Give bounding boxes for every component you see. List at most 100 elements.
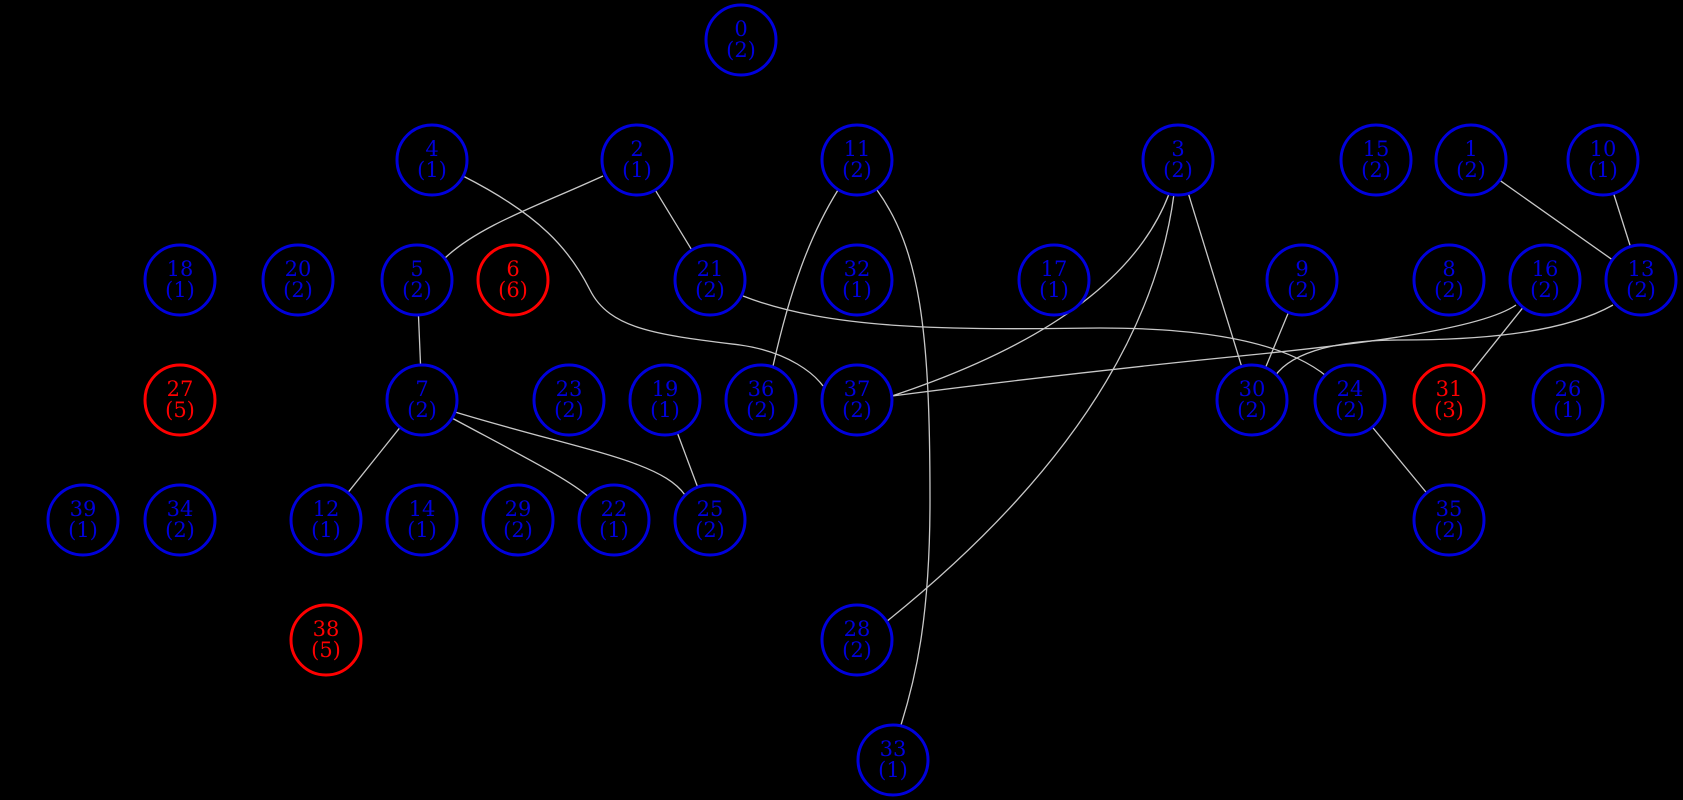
node-29-id: 29	[505, 497, 532, 521]
node-14[interactable]: 14(1)	[385, 483, 459, 557]
node-25-id: 25	[697, 497, 724, 521]
node-4-id: 4	[425, 137, 438, 161]
node-10-circle	[1566, 123, 1640, 197]
node-3-id: 3	[1171, 137, 1184, 161]
node-6[interactable]: 6(6)	[476, 243, 550, 317]
node-29-count: (2)	[503, 518, 533, 542]
node-33-id: 33	[880, 737, 907, 761]
node-23-count: (2)	[554, 398, 584, 422]
node-20[interactable]: 20(2)	[261, 243, 335, 317]
node-33-circle	[856, 723, 930, 797]
node-34-id: 34	[167, 497, 194, 521]
edge-3-28	[885, 193, 1175, 623]
node-2[interactable]: 2(1)	[600, 123, 674, 197]
node-2-count: (1)	[622, 158, 652, 182]
node-18-count: (1)	[165, 278, 195, 302]
node-38[interactable]: 38(5)	[289, 603, 363, 677]
node-13[interactable]: 13(2)	[1604, 243, 1678, 317]
node-34[interactable]: 34(2)	[143, 483, 217, 557]
node-7[interactable]: 7(2)	[385, 363, 459, 437]
node-32-count: (1)	[842, 278, 872, 302]
node-39[interactable]: 39(1)	[46, 483, 120, 557]
node-22[interactable]: 22(1)	[577, 483, 651, 557]
node-22-count: (1)	[599, 518, 629, 542]
node-23[interactable]: 23(2)	[532, 363, 606, 437]
edge-2-5	[444, 175, 604, 259]
node-24[interactable]: 24(2)	[1313, 363, 1387, 437]
node-36-id: 36	[748, 377, 775, 401]
node-33[interactable]: 33(1)	[856, 723, 930, 797]
edge-21-24	[742, 295, 1334, 383]
node-37-circle	[820, 363, 894, 437]
edge-7-25	[454, 411, 686, 496]
edge-19-25	[676, 432, 699, 488]
node-12[interactable]: 12(1)	[289, 483, 363, 557]
node-25[interactable]: 25(2)	[673, 483, 747, 557]
node-30[interactable]: 30(2)	[1215, 363, 1289, 437]
node-19-circle	[628, 363, 702, 437]
edge-13-30	[1271, 304, 1614, 382]
node-15-id: 15	[1363, 137, 1390, 161]
node-11[interactable]: 11(2)	[820, 123, 894, 197]
node-14-count: (1)	[407, 518, 437, 542]
node-28[interactable]: 28(2)	[820, 603, 894, 677]
node-9[interactable]: 9(2)	[1265, 243, 1339, 317]
edge-7-22	[449, 416, 591, 499]
node-39-count: (1)	[68, 518, 98, 542]
node-28-circle	[820, 603, 894, 677]
node-15[interactable]: 15(2)	[1339, 123, 1413, 197]
node-25-circle	[673, 483, 747, 557]
node-29-circle	[481, 483, 555, 557]
node-35[interactable]: 35(2)	[1412, 483, 1486, 557]
node-3[interactable]: 3(2)	[1141, 123, 1215, 197]
node-37[interactable]: 37(2)	[820, 363, 894, 437]
node-23-id: 23	[556, 377, 583, 401]
node-1[interactable]: 1(2)	[1434, 123, 1508, 197]
edge-3-30	[1187, 193, 1243, 367]
node-8[interactable]: 8(2)	[1412, 243, 1486, 317]
node-0-id: 0	[734, 17, 747, 41]
node-32-circle	[820, 243, 894, 317]
node-21-id: 21	[697, 257, 724, 281]
node-15-count: (2)	[1361, 158, 1391, 182]
node-29[interactable]: 29(2)	[481, 483, 555, 557]
node-5[interactable]: 5(2)	[380, 243, 454, 317]
edge-1-13	[1499, 179, 1613, 261]
node-31-circle	[1412, 363, 1486, 437]
node-36[interactable]: 36(2)	[724, 363, 798, 437]
node-14-circle	[385, 483, 459, 557]
edge-11-33	[876, 189, 931, 726]
node-4[interactable]: 4(1)	[395, 123, 469, 197]
node-21[interactable]: 21(2)	[673, 243, 747, 317]
node-16[interactable]: 16(2)	[1508, 243, 1582, 317]
node-11-count: (2)	[842, 158, 872, 182]
node-21-count: (2)	[695, 278, 725, 302]
node-22-circle	[577, 483, 651, 557]
node-0[interactable]: 0(2)	[704, 3, 778, 77]
node-32[interactable]: 32(1)	[820, 243, 894, 317]
node-18[interactable]: 18(1)	[143, 243, 217, 317]
node-13-circle	[1604, 243, 1678, 317]
node-37-count: (2)	[842, 398, 872, 422]
node-26[interactable]: 26(1)	[1531, 363, 1605, 437]
node-19[interactable]: 19(1)	[628, 363, 702, 437]
node-9-id: 9	[1295, 257, 1308, 281]
node-14-id: 14	[409, 497, 436, 521]
node-31[interactable]: 31(3)	[1412, 363, 1486, 437]
node-1-circle	[1434, 123, 1508, 197]
node-7-circle	[385, 363, 459, 437]
node-17[interactable]: 17(1)	[1017, 243, 1091, 317]
node-38-circle	[289, 603, 363, 677]
edge-9-30	[1264, 312, 1290, 368]
node-20-circle	[261, 243, 335, 317]
node-17-count: (1)	[1039, 278, 1069, 302]
node-5-count: (2)	[402, 278, 432, 302]
node-27[interactable]: 27(5)	[143, 363, 217, 437]
node-17-id: 17	[1041, 257, 1068, 281]
node-10[interactable]: 10(1)	[1566, 123, 1640, 197]
node-3-count: (2)	[1163, 158, 1193, 182]
node-12-id: 12	[313, 497, 340, 521]
node-27-count: (5)	[165, 398, 195, 422]
node-2-circle	[600, 123, 674, 197]
